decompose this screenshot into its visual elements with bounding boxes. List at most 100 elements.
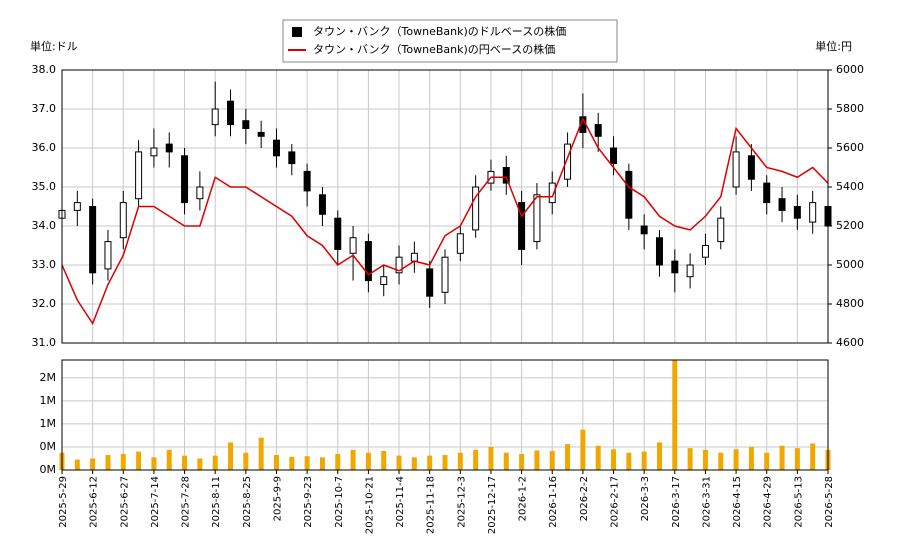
candle-body [395, 256, 403, 274]
candle-body [196, 186, 204, 200]
x-tick-label: 2025-12-3 [456, 476, 467, 528]
volume-bar [74, 459, 80, 470]
candle-body [686, 264, 694, 278]
candle-body [242, 120, 250, 129]
candle-body [272, 139, 280, 157]
volume-bar [457, 452, 463, 470]
candle-body [548, 182, 556, 204]
y-tick-label: 35.0 [32, 180, 57, 193]
candle-body [410, 252, 418, 262]
x-tick-label: 2025-10-21 [364, 476, 375, 534]
volume-bar [427, 455, 433, 470]
candle-body [211, 108, 219, 126]
x-tick-label: 2026-5-13 [793, 476, 804, 528]
volume-bar [90, 458, 96, 470]
x-tick-label: 2025-6-12 [89, 476, 100, 528]
volume-bar [641, 451, 647, 470]
candle-body [165, 143, 173, 153]
volume-bar [197, 458, 203, 470]
y-tick-label: 37.0 [32, 102, 57, 115]
x-tick-label: 2025-9-9 [272, 476, 283, 521]
volume-bar [687, 448, 693, 470]
x-tick-label: 2026-3-17 [671, 476, 682, 528]
candle-body [732, 151, 740, 188]
candle-body [364, 241, 372, 282]
volume-bar [733, 449, 739, 470]
x-tick-label: 2026-3-31 [701, 476, 712, 528]
candle-body [104, 241, 112, 270]
volume-bar [381, 450, 387, 470]
y2-tick-label: 6000 [836, 63, 864, 76]
candle-body [640, 225, 648, 235]
candle-body [349, 237, 357, 254]
candle-body [334, 217, 342, 250]
volume-bar [519, 453, 525, 470]
volume-bar [396, 455, 402, 470]
candle-body [303, 170, 311, 192]
candle-body [426, 268, 434, 297]
candle-body [89, 206, 97, 274]
volume-bar [228, 442, 234, 470]
plot-frame [61, 69, 829, 344]
y-tick-label: 31.0 [32, 336, 57, 349]
candle-body [671, 260, 679, 274]
x-tick-label: 2026-4-29 [763, 476, 774, 528]
volume-bar [794, 448, 800, 470]
x-tick-label: 2025-9-23 [303, 476, 314, 528]
volume-bar [656, 442, 662, 470]
candle-body [594, 124, 602, 137]
x-tick-label: 2026-3-3 [640, 476, 651, 521]
volume-bar [411, 457, 417, 470]
candle-body [73, 202, 81, 211]
x-tick-label: 2025-6-27 [119, 476, 130, 528]
volume-bar [350, 449, 356, 470]
volume-bar [166, 449, 172, 470]
y2-tick-label: 5600 [836, 141, 864, 154]
volume-bar [748, 446, 754, 470]
candle-body [227, 100, 235, 126]
y-tick-label: 1M [40, 417, 57, 430]
y-unit: 単位:ドル [30, 39, 78, 53]
candle-body [472, 186, 480, 231]
volume-bar [549, 450, 555, 470]
candle-body [655, 237, 663, 266]
candle-body [150, 147, 158, 157]
y-tick-label: 2M [40, 371, 57, 384]
y-tick-label: 1M [40, 394, 57, 407]
candle-body [441, 256, 449, 293]
legend-label: タウン・バンク（TowneBank)の円ベースの株価 [313, 42, 555, 56]
x-tick-label: 2025-7-28 [181, 476, 192, 528]
y-tick-label: 0M [40, 440, 57, 453]
x-tick-label: 2026-2-17 [610, 476, 621, 528]
volume-bar [243, 452, 249, 470]
x-tick-label: 2025-5-29 [58, 476, 69, 528]
volume-bar [534, 450, 540, 470]
y-tick-label: 32.0 [32, 297, 57, 310]
volume-bar [151, 457, 157, 470]
volume-bar [779, 445, 785, 470]
yen-line [61, 116, 829, 326]
legend-label: タウン・バンク（TowneBank)のドルベースの株価 [313, 24, 566, 38]
candle-body [181, 155, 189, 204]
x-tick-label: 2025-11-18 [426, 476, 437, 534]
y-tick-label: 0M [40, 463, 57, 476]
y2-tick-label: 5800 [836, 102, 864, 115]
candle-body [135, 151, 143, 200]
volume-bar [258, 437, 264, 470]
volume-bar [442, 455, 448, 470]
candle-body [318, 194, 326, 215]
x-tick-label: 2025-7-14 [150, 476, 161, 528]
volume-bar [304, 456, 310, 470]
y2-unit: 単位:円 [815, 39, 852, 53]
x-tick-label: 2025-8-25 [242, 476, 253, 528]
y2-tick-label: 4800 [836, 297, 864, 310]
candle-body [747, 155, 755, 180]
x-tick-label: 2026-1-16 [548, 476, 559, 528]
volume-bar [565, 444, 571, 470]
volume-bar [672, 360, 678, 470]
legend-box [282, 19, 618, 63]
candle-body [288, 151, 296, 165]
candle-body [456, 233, 464, 254]
y2-tick-label: 5400 [836, 180, 864, 193]
